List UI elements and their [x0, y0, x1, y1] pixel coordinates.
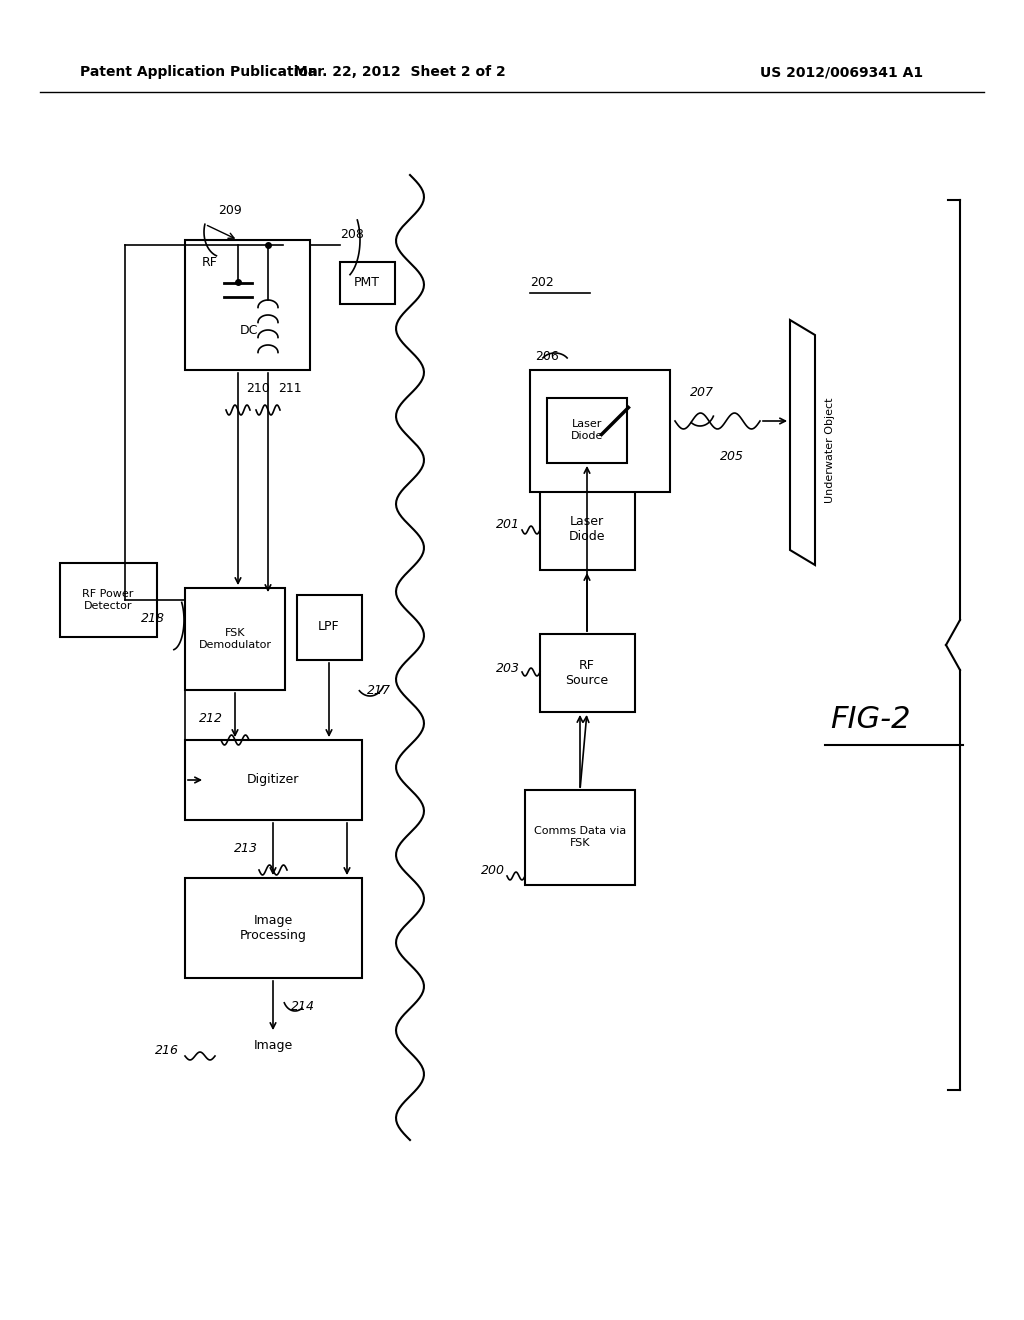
- Text: 208: 208: [340, 228, 364, 242]
- Bar: [530, 370, 670, 492]
- Text: DC: DC: [240, 323, 258, 337]
- Text: 218: 218: [141, 611, 165, 624]
- Text: 217: 217: [367, 684, 391, 697]
- Text: 206: 206: [535, 350, 559, 363]
- Text: Digitizer: Digitizer: [247, 774, 299, 787]
- Text: RF: RF: [202, 256, 218, 268]
- Text: 214: 214: [291, 999, 315, 1012]
- Polygon shape: [790, 319, 815, 565]
- Text: US 2012/0069341 A1: US 2012/0069341 A1: [760, 65, 923, 79]
- Text: Laser
Diode: Laser Diode: [568, 515, 605, 543]
- Text: RF
Source: RF Source: [565, 659, 608, 686]
- Text: 205: 205: [720, 450, 744, 462]
- Bar: [185, 741, 362, 820]
- Bar: [340, 261, 395, 304]
- Text: 210: 210: [246, 381, 269, 395]
- Bar: [297, 595, 362, 660]
- Bar: [185, 878, 362, 978]
- Text: 213: 213: [234, 842, 258, 854]
- Text: Laser
Diode: Laser Diode: [570, 420, 603, 441]
- Text: Image
Processing: Image Processing: [240, 913, 306, 942]
- Text: 209: 209: [218, 203, 242, 216]
- Text: PMT: PMT: [354, 276, 380, 289]
- Text: 207: 207: [690, 387, 714, 400]
- Text: Patent Application Publication: Patent Application Publication: [80, 65, 317, 79]
- Text: 216: 216: [155, 1044, 179, 1056]
- Text: Mar. 22, 2012  Sheet 2 of 2: Mar. 22, 2012 Sheet 2 of 2: [294, 65, 506, 79]
- Text: 203: 203: [496, 661, 520, 675]
- Text: 201: 201: [496, 519, 520, 532]
- Text: Underwater Object: Underwater Object: [825, 397, 835, 503]
- Bar: [60, 564, 157, 638]
- Bar: [185, 240, 310, 370]
- Text: RF Power
Detector: RF Power Detector: [82, 589, 134, 611]
- Text: Image: Image: [253, 1040, 293, 1052]
- Bar: [185, 587, 285, 690]
- Bar: [540, 634, 635, 711]
- Text: FSK
Demodulator: FSK Demodulator: [199, 628, 271, 649]
- Bar: [525, 789, 635, 884]
- Text: 202: 202: [530, 276, 554, 289]
- Text: Comms Data via
FSK: Comms Data via FSK: [534, 826, 626, 847]
- Bar: [540, 488, 635, 570]
- Text: 211: 211: [278, 381, 302, 395]
- Text: 212: 212: [199, 711, 223, 725]
- Bar: [547, 399, 627, 463]
- Text: FIG-2: FIG-2: [830, 705, 910, 734]
- Text: LPF: LPF: [318, 620, 340, 634]
- Text: 200: 200: [481, 863, 505, 876]
